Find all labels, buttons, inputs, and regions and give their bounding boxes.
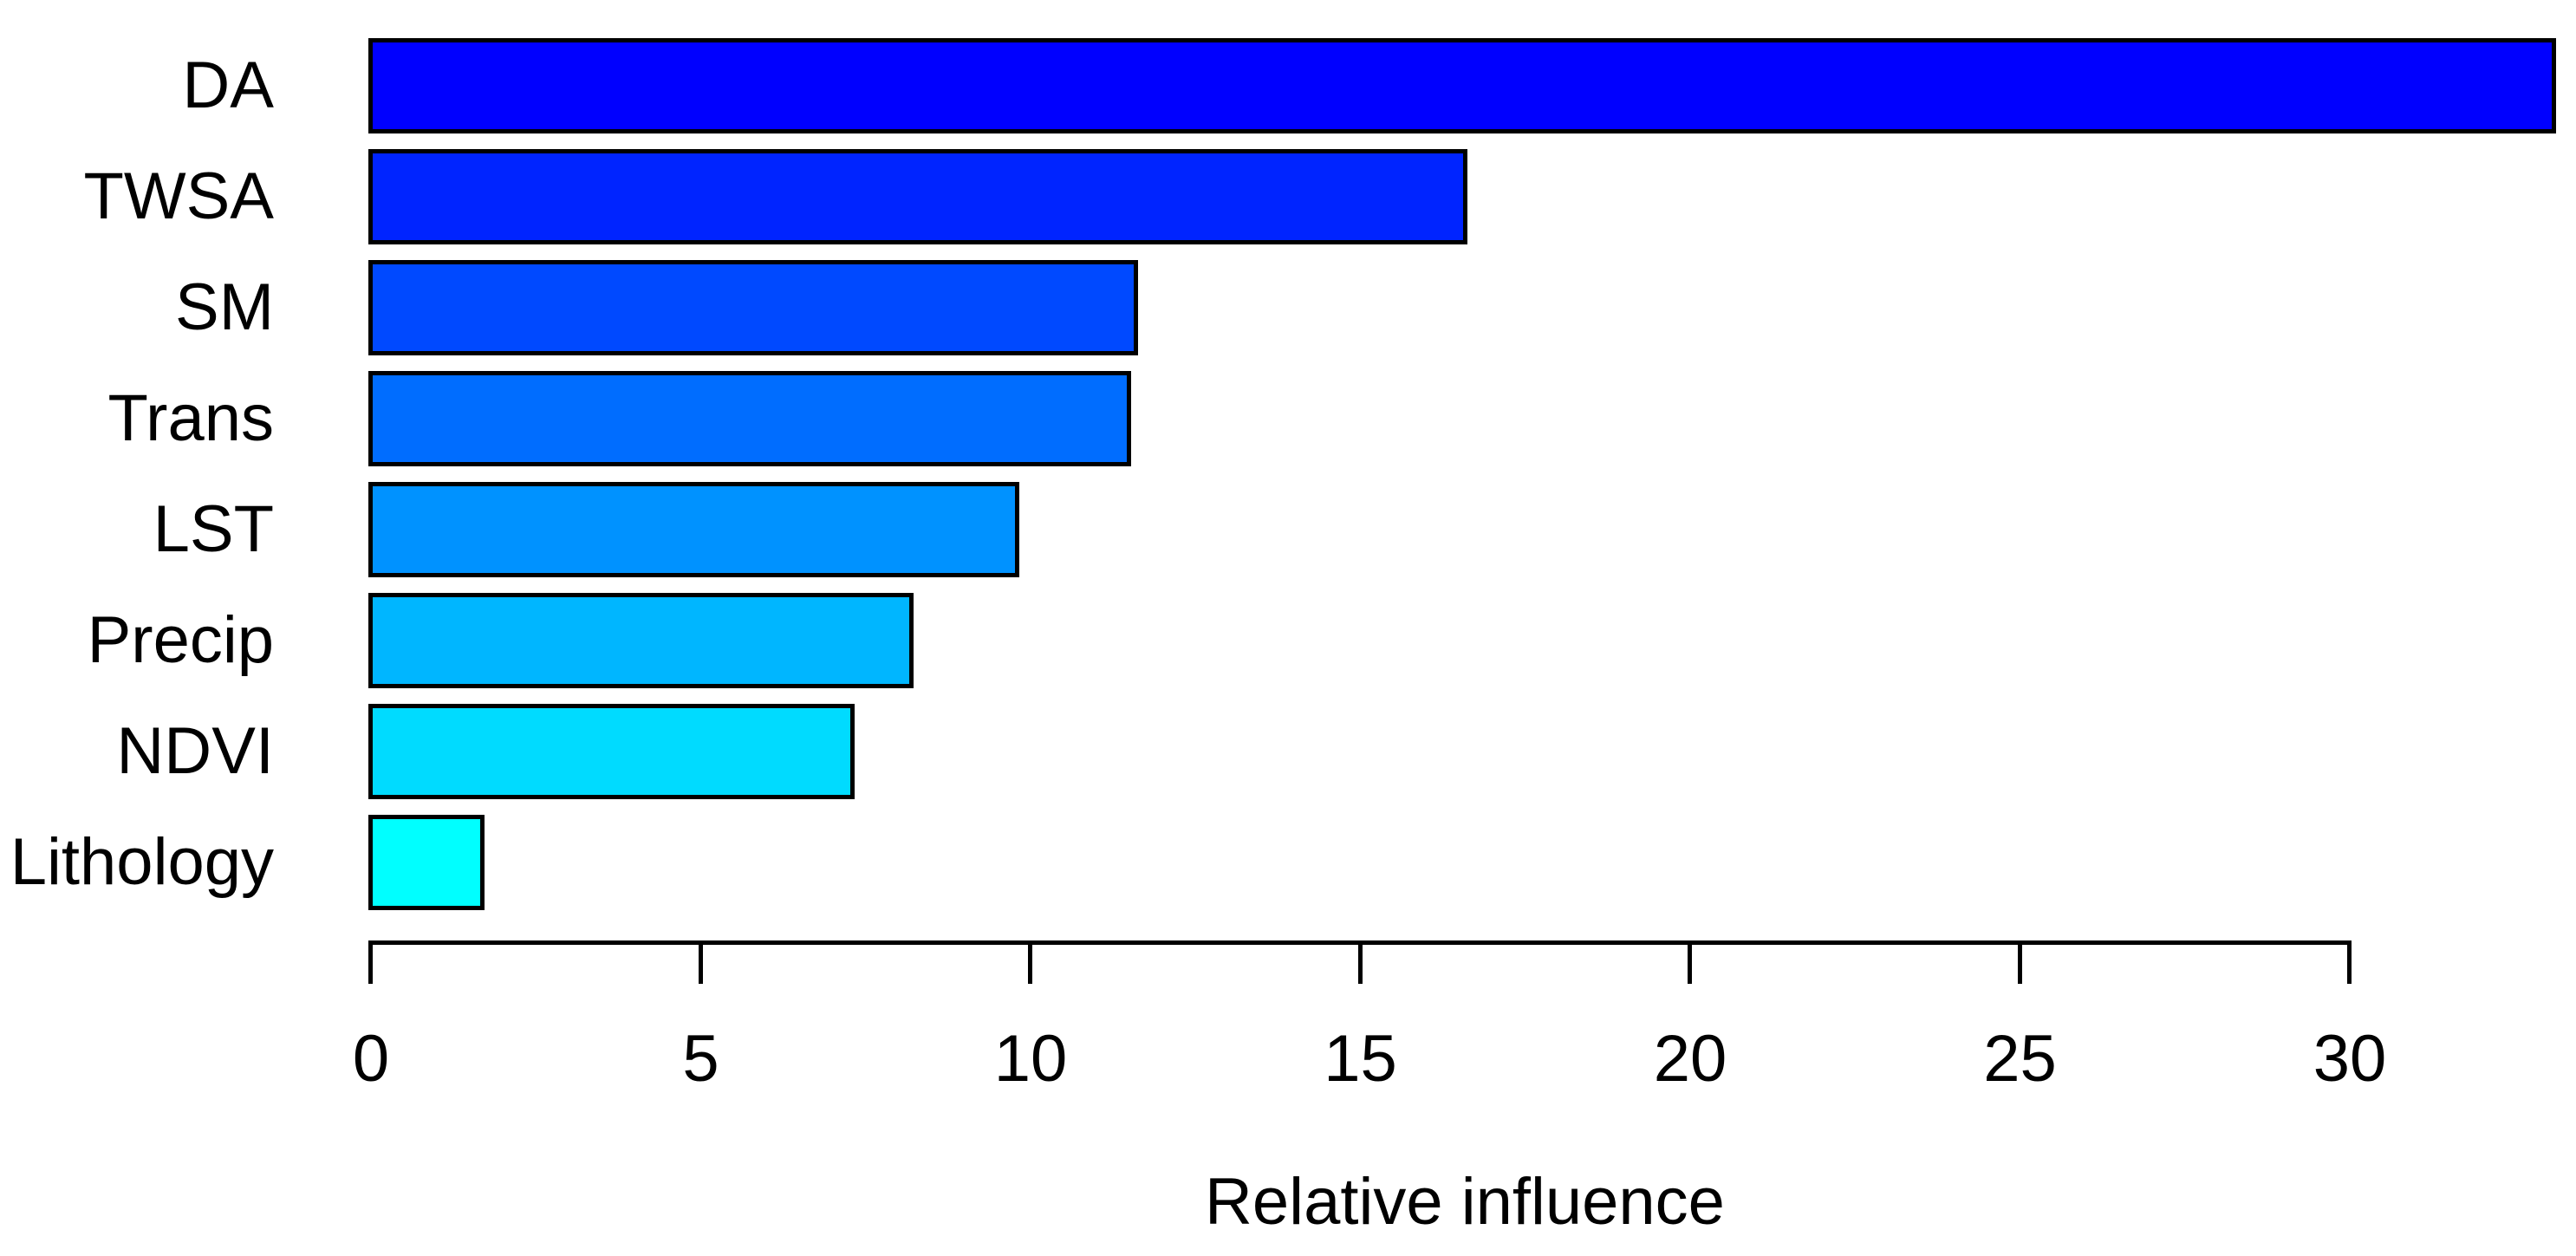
x-axis-tick-25 (2017, 940, 2022, 984)
category-label-lst: LST (153, 492, 274, 566)
category-label-twsa: TWSA (83, 159, 274, 233)
category-label-trans: Trans (107, 381, 274, 455)
bar-lst (368, 482, 1019, 577)
x-axis-tick-15 (1357, 940, 1363, 984)
category-label-lithology: Lithology (10, 825, 274, 899)
bar-ndvi (368, 704, 855, 799)
category-label-ndvi: NDVI (116, 714, 274, 788)
bar-lithology (368, 815, 485, 910)
bar-twsa (368, 149, 1468, 244)
x-axis-tick-label-30: 30 (2313, 1022, 2387, 1096)
x-axis-tick-20 (1688, 940, 1692, 984)
bar-precip (368, 593, 914, 688)
x-axis-title: Relative influence (1205, 1165, 1725, 1239)
x-axis-tick-30 (2347, 940, 2352, 984)
x-axis-tick-0 (368, 940, 373, 984)
x-axis-tick-label-20: 20 (1653, 1022, 1727, 1096)
x-axis-tick-5 (698, 940, 703, 984)
x-axis-tick-label-25: 25 (1983, 1022, 2057, 1096)
x-axis-tick-10 (1028, 940, 1032, 984)
x-axis-tick-label-10: 10 (993, 1022, 1068, 1096)
bar-sm (368, 260, 1138, 355)
category-label-precip: Precip (87, 603, 274, 677)
x-axis-tick-label-0: 0 (352, 1022, 390, 1096)
category-label-sm: SM (175, 270, 274, 344)
bar-trans (368, 371, 1132, 466)
category-label-da: DA (182, 49, 274, 122)
x-axis-tick-label-5: 5 (682, 1022, 719, 1096)
bar-da (368, 38, 2556, 133)
x-axis-tick-label-15: 15 (1324, 1022, 1397, 1096)
